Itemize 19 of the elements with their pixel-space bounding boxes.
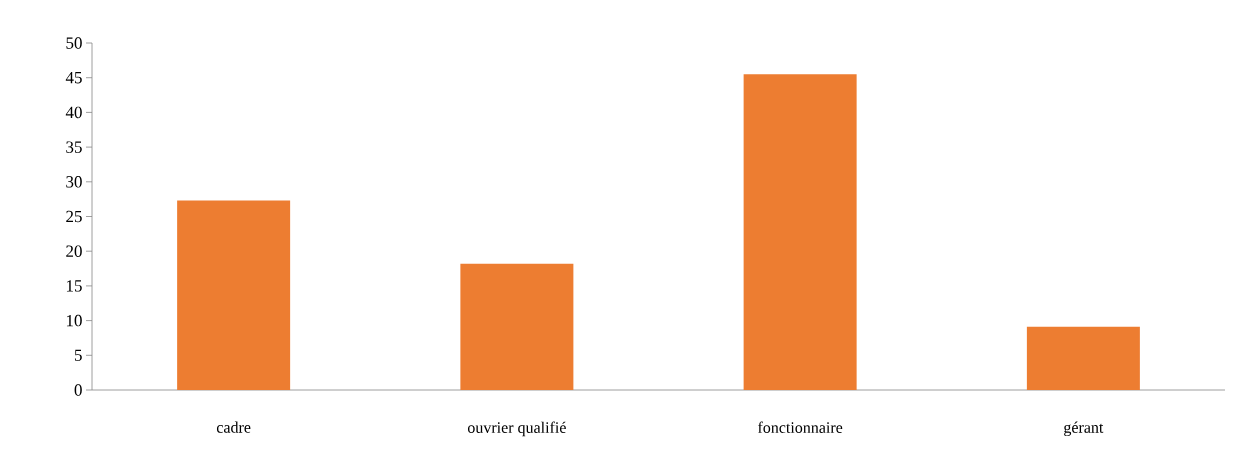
y-tick-label: 30 bbox=[66, 176, 82, 188]
x-tick-label: cadre bbox=[216, 421, 251, 433]
bar bbox=[460, 263, 574, 390]
y-tick-label: 45 bbox=[65, 72, 82, 84]
y-tick-label: 35 bbox=[66, 141, 82, 153]
y-tick-label: 20 bbox=[66, 245, 82, 257]
y-tick-label: 15 bbox=[66, 280, 82, 292]
x-tick-label: fonctionnaire bbox=[757, 421, 843, 433]
bar bbox=[743, 74, 857, 390]
y-tick-label: 40 bbox=[65, 106, 82, 119]
y-tick-label: 5 bbox=[74, 349, 82, 361]
x-tick-label: gérant bbox=[1064, 421, 1104, 437]
bar bbox=[177, 200, 291, 390]
y-tick-label: 50 bbox=[66, 37, 82, 49]
y-tick-label: 0 bbox=[74, 384, 82, 396]
y-tick-label: 10 bbox=[66, 314, 82, 327]
x-tick-label: ouvrier qualifié bbox=[467, 421, 566, 437]
bar bbox=[1026, 326, 1140, 390]
y-tick-label: 25 bbox=[66, 210, 82, 223]
